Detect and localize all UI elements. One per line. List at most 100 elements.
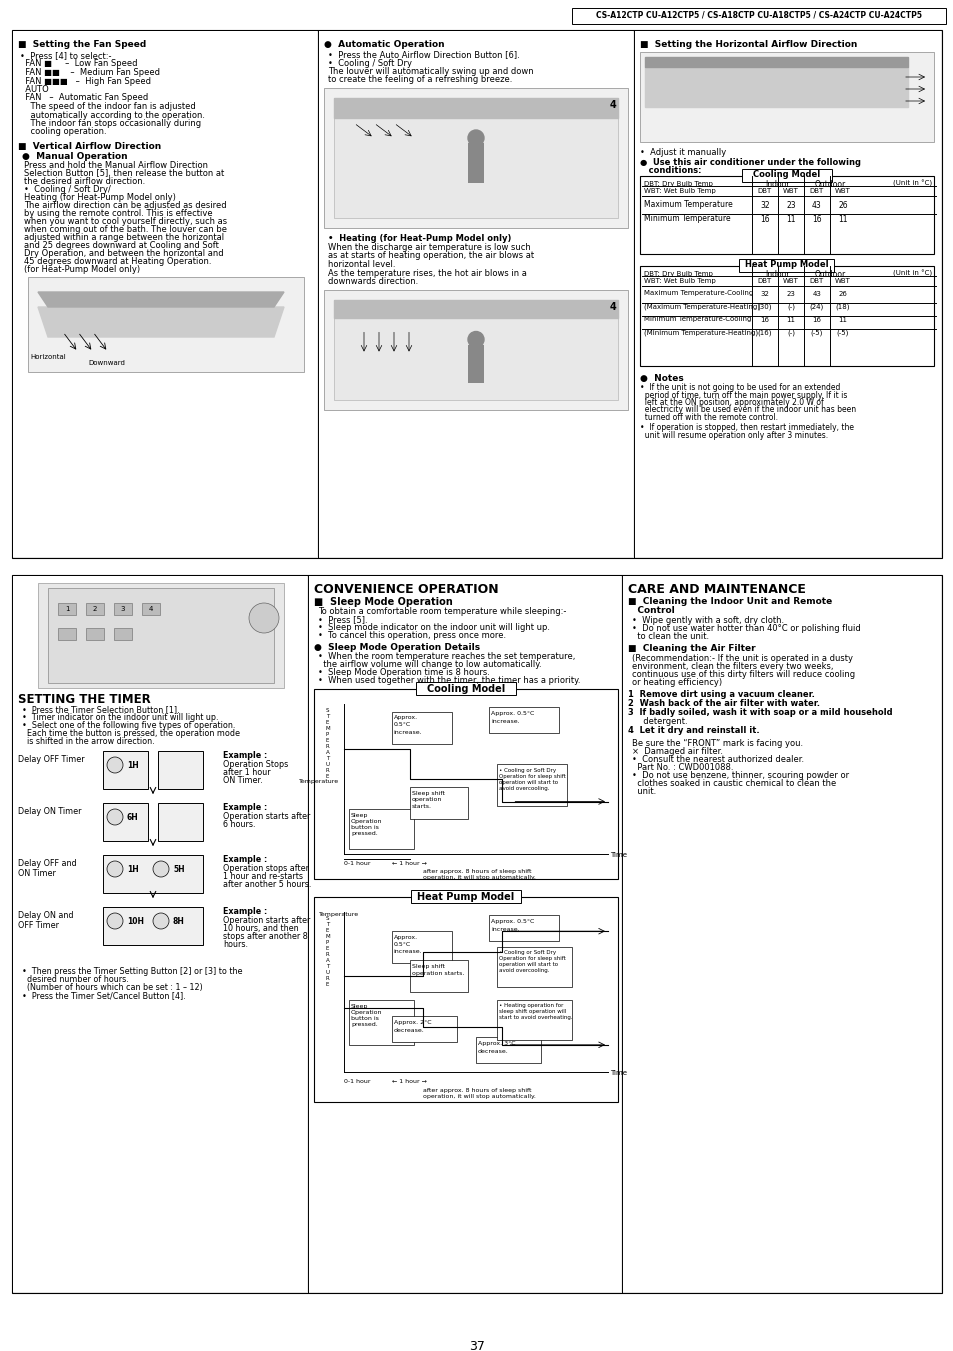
Text: Control: Control <box>627 607 674 615</box>
Bar <box>635 31 940 557</box>
Text: (Unit in °C): (Unit in °C) <box>892 180 931 188</box>
Text: •  Adjust it manually: • Adjust it manually <box>639 149 725 157</box>
Text: Minimum Temperature: Minimum Temperature <box>643 213 730 223</box>
Text: •  Consult the nearest authorized dealer.: • Consult the nearest authorized dealer. <box>631 755 803 765</box>
Text: when coming out of the bath. The louver can be: when coming out of the bath. The louver … <box>24 226 227 234</box>
Text: AUTO: AUTO <box>20 85 49 95</box>
Text: Operation for sleep shift: Operation for sleep shift <box>498 774 565 780</box>
Bar <box>103 802 148 842</box>
Text: is shifted in the arrow direction.: is shifted in the arrow direction. <box>22 738 154 746</box>
Text: Maximum Temperature: Maximum Temperature <box>643 200 732 209</box>
Text: M: M <box>326 725 331 731</box>
Text: •  Press the Timer Set/Cancel Button [4].: • Press the Timer Set/Cancel Button [4]. <box>22 992 186 1000</box>
Text: E: E <box>326 928 329 934</box>
Text: When the discharge air temperature is low such: When the discharge air temperature is lo… <box>328 243 530 253</box>
Text: To obtain a comfortable room temperature while sleeping:-: To obtain a comfortable room temperature… <box>317 607 566 616</box>
Bar <box>572 8 945 24</box>
Text: ON Timer.: ON Timer. <box>223 775 262 785</box>
Text: DBT: DBT <box>757 188 771 195</box>
Text: Example :: Example : <box>223 751 267 761</box>
Text: clothes soaked in caustic chemical to clean the: clothes soaked in caustic chemical to cl… <box>631 780 836 788</box>
Text: CONVENIENCE OPERATION: CONVENIENCE OPERATION <box>314 584 498 596</box>
Text: Delay ON Timer: Delay ON Timer <box>18 807 81 816</box>
Text: hours.: hours. <box>223 940 248 948</box>
Bar <box>639 51 933 142</box>
Text: 16: 16 <box>760 215 769 224</box>
Bar <box>349 1000 414 1046</box>
Text: operation will start to: operation will start to <box>498 962 558 967</box>
Text: •  Press the Timer Selection Button [1].: • Press the Timer Selection Button [1]. <box>22 705 179 713</box>
Bar <box>158 751 203 789</box>
Text: 6H: 6H <box>127 813 138 821</box>
Text: P: P <box>326 732 329 738</box>
Text: 23: 23 <box>785 290 795 297</box>
Text: (-5): (-5) <box>810 330 822 336</box>
Text: •  If the unit is not going to be used for an extended: • If the unit is not going to be used fo… <box>639 382 840 392</box>
Text: The indoor fan stops occasionally during: The indoor fan stops occasionally during <box>20 119 201 128</box>
Text: The louver will automatically swing up and down: The louver will automatically swing up a… <box>328 68 533 76</box>
Text: ●  Sleep Mode Operation Details: ● Sleep Mode Operation Details <box>314 643 479 653</box>
Text: 8H: 8H <box>172 917 185 925</box>
Text: (Unit in °C): (Unit in °C) <box>892 270 931 277</box>
Text: after approx. 8 hours of sleep shift: after approx. 8 hours of sleep shift <box>423 869 531 874</box>
Text: conditions:: conditions: <box>639 166 700 176</box>
Bar <box>86 603 104 615</box>
Text: (Number of hours which can be set : 1 – 12): (Number of hours which can be set : 1 – … <box>22 984 203 992</box>
Text: ■  Cleaning the Indoor Unit and Remote: ■ Cleaning the Indoor Unit and Remote <box>627 597 831 607</box>
Text: Approx. 0.5°C: Approx. 0.5°C <box>491 711 534 716</box>
Text: after approx. 8 hours of sleep shift: after approx. 8 hours of sleep shift <box>423 1088 531 1093</box>
Text: 26: 26 <box>838 201 847 209</box>
Text: T: T <box>326 965 329 969</box>
Text: Cooling Model: Cooling Model <box>753 170 820 178</box>
Text: T: T <box>326 921 329 927</box>
Text: left at the ON position, approximately 2.0 W of: left at the ON position, approximately 2… <box>639 399 822 407</box>
Text: ■  Sleep Mode Operation: ■ Sleep Mode Operation <box>314 597 453 607</box>
Text: Outdoor: Outdoor <box>814 270 844 280</box>
Text: S: S <box>326 916 329 921</box>
Bar <box>324 289 627 409</box>
Bar <box>410 961 468 992</box>
Bar <box>489 707 558 734</box>
Bar <box>411 890 520 902</box>
Text: M: M <box>326 934 331 939</box>
Bar <box>12 30 941 558</box>
Text: (for Heat-Pump Model only): (for Heat-Pump Model only) <box>24 265 140 274</box>
Text: Outdoor: Outdoor <box>814 180 844 189</box>
Text: 26: 26 <box>838 290 846 297</box>
Text: 3  If badly soiled, wash it with soap or a mild household: 3 If badly soiled, wash it with soap or … <box>627 708 892 717</box>
Bar <box>391 1016 456 1042</box>
Text: •  If operation is stopped, then restart immediately, the: • If operation is stopped, then restart … <box>639 423 853 432</box>
Text: ■  Setting the Fan Speed: ■ Setting the Fan Speed <box>18 41 146 49</box>
Text: Example :: Example : <box>223 802 267 812</box>
Text: (18): (18) <box>835 304 849 311</box>
Text: 32: 32 <box>760 290 769 297</box>
Text: R: R <box>326 767 330 773</box>
Bar <box>476 1036 540 1063</box>
Text: 4: 4 <box>609 301 616 312</box>
Text: 43: 43 <box>811 201 821 209</box>
Text: 4: 4 <box>609 100 616 109</box>
Text: (-5): (-5) <box>836 330 848 336</box>
Text: FAN ■■    –  Medium Fan Speed: FAN ■■ – Medium Fan Speed <box>20 68 160 77</box>
Text: 4: 4 <box>149 607 153 612</box>
Text: E: E <box>326 946 329 951</box>
Text: (Recommendation:- If the unit is operated in a dusty: (Recommendation:- If the unit is operate… <box>631 654 852 663</box>
Text: Maximum Temperature-Cooling: Maximum Temperature-Cooling <box>643 290 753 296</box>
Text: • Cooling or Soft Dry: • Cooling or Soft Dry <box>498 950 556 955</box>
Bar <box>639 266 933 366</box>
Text: (16): (16) <box>757 330 771 336</box>
Bar <box>468 143 483 182</box>
Text: ●  Manual Operation: ● Manual Operation <box>22 153 128 161</box>
Text: •  Timer indicator on the indoor unit will light up.: • Timer indicator on the indoor unit wil… <box>22 713 218 721</box>
Text: electricity will be used even if the indoor unit has been: electricity will be used even if the ind… <box>639 405 855 415</box>
Bar <box>391 712 451 743</box>
Text: U: U <box>326 970 330 975</box>
Text: The speed of the indoor fan is adjusted: The speed of the indoor fan is adjusted <box>20 101 195 111</box>
Text: 4  Let it dry and reinstall it.: 4 Let it dry and reinstall it. <box>627 725 759 735</box>
Text: Delay OFF and
ON Timer: Delay OFF and ON Timer <box>18 859 76 878</box>
Text: starts.: starts. <box>412 804 432 809</box>
Text: E: E <box>326 738 329 743</box>
Text: • Heating operation for: • Heating operation for <box>498 1002 563 1008</box>
Text: •  Select one of the following five types of operation.: • Select one of the following five types… <box>22 721 235 730</box>
Text: T: T <box>326 713 329 719</box>
